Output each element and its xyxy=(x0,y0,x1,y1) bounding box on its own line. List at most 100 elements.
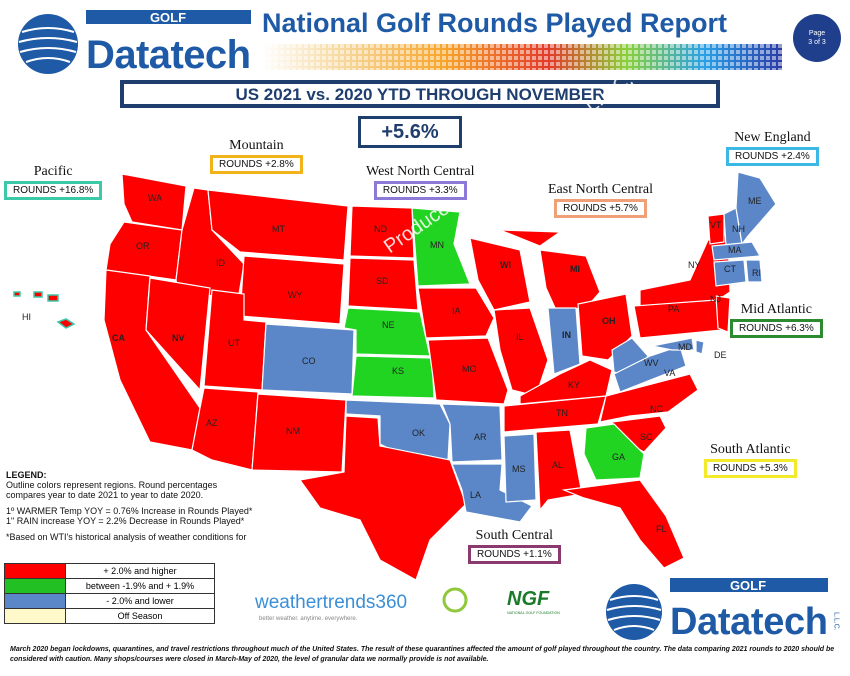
region-rounds: ROUNDS +1.1% xyxy=(468,545,561,564)
logo-bottom-small-text: GOLF xyxy=(730,578,766,593)
state-ms xyxy=(503,433,537,503)
region-mid-atlantic xyxy=(633,233,731,339)
legend-label: Off Season xyxy=(65,608,215,624)
label-ne: NE xyxy=(382,320,395,330)
region-rounds: ROUNDS +2.4% xyxy=(726,147,819,166)
label-ca: CA xyxy=(112,333,125,343)
label-ok: OK xyxy=(412,428,425,438)
label-tn: TN xyxy=(556,408,568,418)
legend-warmer: 1º WARMER Temp YOY = 0.76% Increase in R… xyxy=(6,506,253,516)
region-label-east-north-central: East North Central ROUNDS +5.7% xyxy=(548,182,653,218)
overall-change: +5.6% xyxy=(358,116,462,148)
state-va xyxy=(613,345,687,393)
state-ut xyxy=(203,289,267,391)
region-rounds: ROUNDS +6.3% xyxy=(730,319,823,338)
region-name: New England xyxy=(734,130,811,145)
legend-key: + 2.0% and higher between -1.9% and + 1.… xyxy=(4,563,215,624)
label-mi: MI xyxy=(570,264,580,274)
report-title: National Golf Rounds Played Report xyxy=(262,8,728,38)
state-az xyxy=(191,387,259,471)
state-ga xyxy=(583,423,645,481)
legend-row: - 2.0% and lower xyxy=(4,593,215,609)
label-va: VA xyxy=(664,368,675,378)
label-or: OR xyxy=(136,241,150,251)
legend-rain: 1" RAIN increase YOY = 2.2% Decrease in … xyxy=(6,516,245,526)
ngf-logo: NGF NATIONAL GOLF FOUNDATION xyxy=(505,585,565,617)
state-ne xyxy=(343,307,431,357)
legend-swatch xyxy=(4,593,66,609)
legend-row: Off Season xyxy=(4,608,215,624)
golf-datatech-logo: GOLF Datatech xyxy=(8,6,258,77)
region-label-south-central: South Central ROUNDS +1.1% xyxy=(468,528,561,564)
region-rounds: ROUNDS +5.7% xyxy=(554,199,647,218)
legend-swatch xyxy=(4,578,66,594)
legend-label: + 2.0% and higher xyxy=(65,563,215,579)
legend: LEGEND: Outline colors represent regions… xyxy=(6,470,346,542)
label-az: AZ xyxy=(206,418,218,428)
label-la: LA xyxy=(470,490,481,500)
label-ks: KS xyxy=(392,366,404,376)
label-ar: AR xyxy=(474,432,487,442)
region-label-pacific: Pacific ROUNDS +16.8% xyxy=(4,164,103,200)
color-strip-decoration xyxy=(262,44,782,70)
us-map: WA OR CA ID NV MT WY UT CO AZ NM ND SD N… xyxy=(13,171,777,580)
legend-title: LEGEND: xyxy=(6,470,47,480)
legend-label: - 2.0% and lower xyxy=(65,593,215,609)
region-name: West North Central xyxy=(366,164,475,179)
page-label: Page xyxy=(808,30,826,37)
legend-line: Outline colors represent regions. Round … xyxy=(6,480,218,490)
region-name: Pacific xyxy=(33,164,73,179)
region-name: East North Central xyxy=(548,182,653,197)
state-mt xyxy=(207,189,349,261)
state-ct xyxy=(713,259,747,287)
label-ms: MS xyxy=(512,464,526,474)
label-ri: RI xyxy=(752,268,761,278)
state-in xyxy=(547,307,581,375)
label-nv: NV xyxy=(172,333,185,343)
footnote: March 2020 began lockdowns, quarantines,… xyxy=(10,646,835,663)
region-label-mid-atlantic: Mid Atlantic ROUNDS +6.3% xyxy=(730,302,823,338)
region-name: Mountain xyxy=(229,138,284,153)
state-nv xyxy=(145,277,211,392)
region-name: South Central xyxy=(475,528,554,543)
state-hi xyxy=(13,291,76,329)
label-il: IL xyxy=(516,332,524,342)
label-wi: WI xyxy=(500,260,511,270)
logo-bottom-main-text: Datatech xyxy=(670,601,828,642)
region-label-new-england: New England ROUNDS +2.4% xyxy=(726,130,819,166)
region-pacific xyxy=(13,173,201,451)
golf-datatech-logo-bottom: GOLF Datatech L.L.C. xyxy=(598,576,844,643)
region-rounds: ROUNDS +5.3% xyxy=(704,459,797,478)
region-mountain xyxy=(145,187,355,473)
region-east-north-central xyxy=(469,229,633,397)
label-nd: ND xyxy=(374,224,387,234)
page-badge: Page 3 of 3 xyxy=(793,14,841,62)
label-nj: NJ xyxy=(710,294,721,304)
label-al: AL xyxy=(552,460,563,470)
state-me xyxy=(735,171,777,246)
region-label-south-atlantic: South Atlantic ROUNDS +5.3% xyxy=(704,442,797,478)
label-hi: HI xyxy=(22,312,31,322)
state-nj xyxy=(715,295,731,333)
region-name: Mid Atlantic xyxy=(740,302,812,317)
ngf-text: NGF xyxy=(507,588,550,610)
region-label-west-north-central: West North Central ROUNDS +3.3% xyxy=(366,164,475,200)
state-de xyxy=(695,339,705,355)
label-me: ME xyxy=(748,196,762,206)
legend-swatch xyxy=(4,608,66,624)
legend-label: between -1.9% and + 1.9% xyxy=(65,578,215,594)
label-wy: WY xyxy=(288,290,303,300)
state-ri xyxy=(745,259,763,283)
region-south-atlantic xyxy=(561,337,705,569)
state-sd xyxy=(347,257,419,311)
legend-swatch xyxy=(4,563,66,579)
label-ut: UT xyxy=(228,338,240,348)
state-ar xyxy=(441,403,503,463)
label-fl: FL xyxy=(656,524,667,534)
label-oh: OH xyxy=(602,316,616,326)
state-md xyxy=(651,337,695,351)
state-ks xyxy=(351,355,435,399)
label-md: MD xyxy=(678,342,692,352)
state-ky xyxy=(519,359,613,405)
legend-line: compares year to date 2021 to year to da… xyxy=(6,490,204,500)
